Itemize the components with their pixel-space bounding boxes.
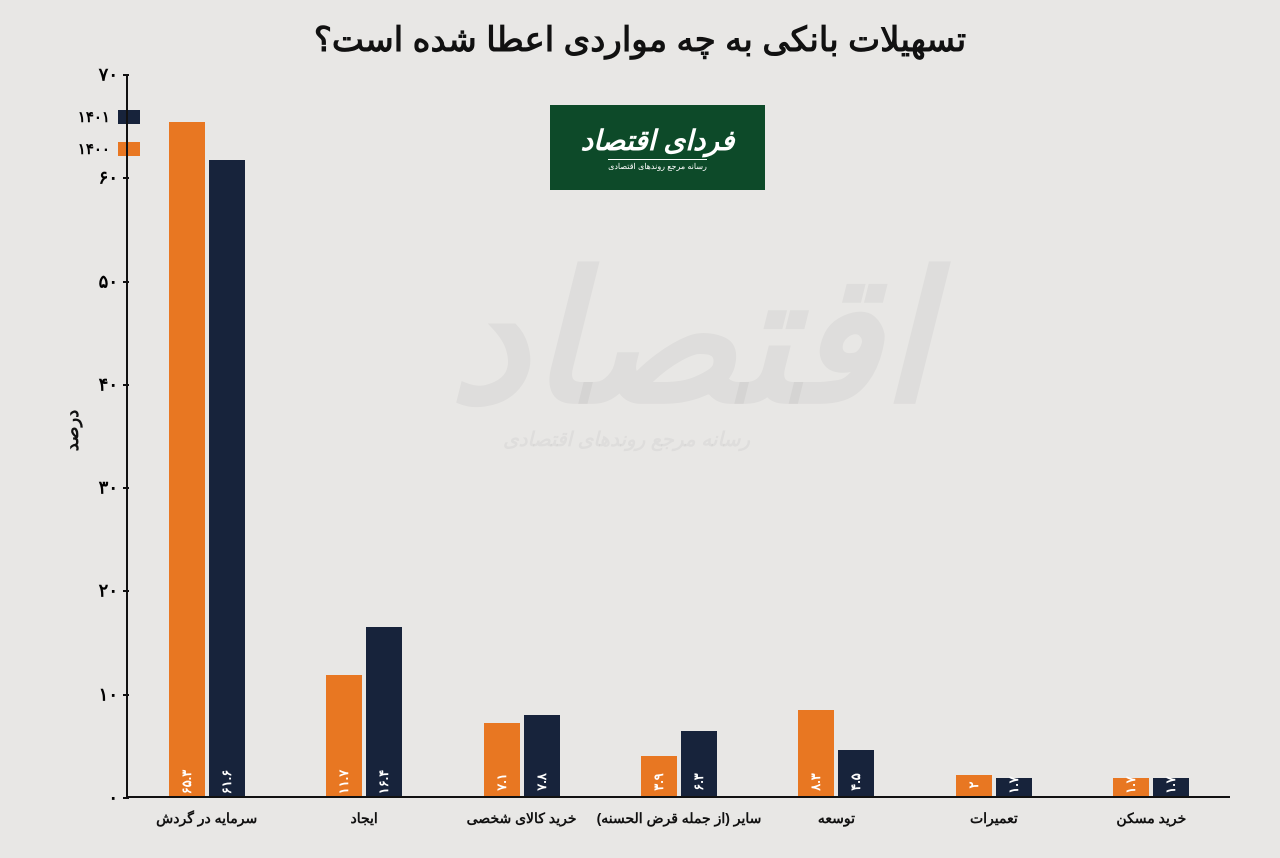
bar-series-b: ۱.۷ (1113, 778, 1149, 796)
bar-value-label: ۶.۳ (691, 773, 707, 791)
x-axis (128, 796, 1230, 798)
bar-value-label: ۶۱.۶ (219, 770, 235, 795)
bar-series-a: ۶۱.۶ (209, 160, 245, 796)
bar-series-b: ۷.۱ (484, 723, 520, 796)
bar-series-a: ۱.۷ (1153, 778, 1189, 796)
bar-value-label: ۳.۹ (651, 773, 667, 791)
y-tick-label: ۷۰ (80, 65, 118, 86)
bar-value-label: ۷.۱ (494, 773, 510, 791)
bar-series-a: ۱۶.۴ (366, 627, 402, 796)
legend-label-series-a: ۱۴۰۱ (78, 108, 110, 126)
bar-series-b: ۲ (956, 775, 992, 796)
y-tick-label: ۴۰ (80, 374, 118, 395)
bar-series-a: ۱.۷ (996, 778, 1032, 796)
legend-label-series-b: ۱۴۰۰ (78, 140, 110, 158)
bar-series-a: ۶.۳ (681, 731, 717, 796)
x-tick-label: تعمیرات (970, 810, 1018, 827)
category-group: ۱۶.۴۱۱.۷ایجاد (326, 627, 402, 796)
x-tick-label: ایجاد (350, 810, 377, 827)
y-tick-label: ۶۰ (80, 168, 118, 189)
category-group: ۶۱.۶۶۵.۳سرمایه در گردش (169, 122, 245, 796)
bar-series-a: ۷.۸ (524, 715, 560, 796)
category-group: ۷.۸۷.۱خرید کالای شخصی (484, 715, 560, 796)
bar-value-label: ۱.۷ (1163, 776, 1179, 794)
bar-series-b: ۱۱.۷ (326, 675, 362, 796)
bar-series-b: ۶۵.۳ (169, 122, 205, 796)
y-tick-label: ۲۰ (80, 581, 118, 602)
category-group: ۱.۷۱.۷خرید مسکن (1113, 778, 1189, 796)
x-tick-label: سایر (از جمله قرض الحسنه) (597, 810, 762, 827)
y-tick-label: ۳۰ (80, 478, 118, 499)
y-tick-label: ۱۰ (80, 684, 118, 705)
x-tick-label: توسعه (818, 810, 855, 827)
y-tick (123, 797, 129, 799)
bar-series-b: ۸.۳ (798, 710, 834, 796)
y-axis-label: درصد (62, 410, 83, 451)
bar-series-b: ۳.۹ (641, 756, 677, 796)
bar-value-label: ۸.۳ (808, 773, 824, 791)
y-tick-label: ۰ (80, 788, 118, 809)
y-tick-label: ۵۰ (80, 271, 118, 292)
bar-value-label: ۱.۷ (1006, 776, 1022, 794)
bar-value-label: ۶۵.۳ (179, 770, 195, 795)
bar-value-label: ۱۱.۷ (336, 770, 352, 795)
x-tick-label: سرمایه در گردش (156, 810, 257, 827)
x-tick-label: خرید مسکن (1116, 810, 1186, 827)
x-tick-label: خرید کالای شخصی (467, 810, 577, 827)
chart-title: تسهیلات بانکی به چه مواردی اعطا شده است؟ (0, 20, 1280, 60)
bar-value-label: ۱.۷ (1123, 776, 1139, 794)
bar-value-label: ۱۶.۴ (376, 770, 392, 795)
category-group: ۱.۷۲تعمیرات (956, 775, 1032, 796)
category-group: ۴.۵۸.۳توسعه (798, 710, 874, 796)
plot-area: ۶۱.۶۶۵.۳سرمایه در گردش۱۶.۴۱۱.۷ایجاد۷.۸۷.… (128, 75, 1230, 796)
bar-value-label: ۴.۵ (848, 773, 864, 791)
bar-value-label: ۲ (966, 782, 982, 789)
bar-series-a: ۴.۵ (838, 750, 874, 796)
bar-value-label: ۷.۸ (534, 773, 550, 791)
category-group: ۶.۳۳.۹سایر (از جمله قرض الحسنه) (641, 731, 717, 796)
